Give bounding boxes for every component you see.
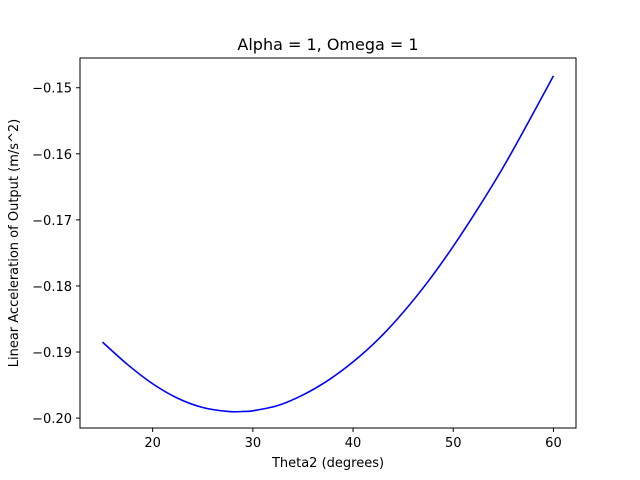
plot-area [102, 75, 555, 413]
y-tick-label: −0.19 [32, 346, 72, 361]
x-axis-label: Theta2 (degrees) [271, 456, 384, 471]
axes-frame [79, 57, 577, 429]
y-tick-label: −0.15 [32, 82, 72, 97]
chart-title: Alpha = 1, Omega = 1 [237, 35, 418, 54]
x-tick-label: 30 [245, 436, 262, 451]
y-tick-label: −0.20 [32, 412, 72, 427]
y-tick-label: −0.17 [32, 214, 72, 229]
x-tick-label: 20 [144, 436, 161, 451]
y-tick-label: −0.16 [32, 148, 72, 163]
x-axis: 20 30 40 50 60 [144, 428, 562, 451]
x-tick-label: 60 [545, 436, 562, 451]
series-line [102, 75, 555, 413]
y-axis: −0.20 −0.19 −0.18 −0.17 −0.16 −0.15 [32, 82, 80, 427]
y-axis-label: Linear Acceleration of Output (m/s^2) [7, 119, 22, 368]
x-tick-label: 40 [345, 436, 362, 451]
y-tick-label: −0.18 [32, 280, 72, 295]
x-tick-label: 50 [445, 436, 462, 451]
